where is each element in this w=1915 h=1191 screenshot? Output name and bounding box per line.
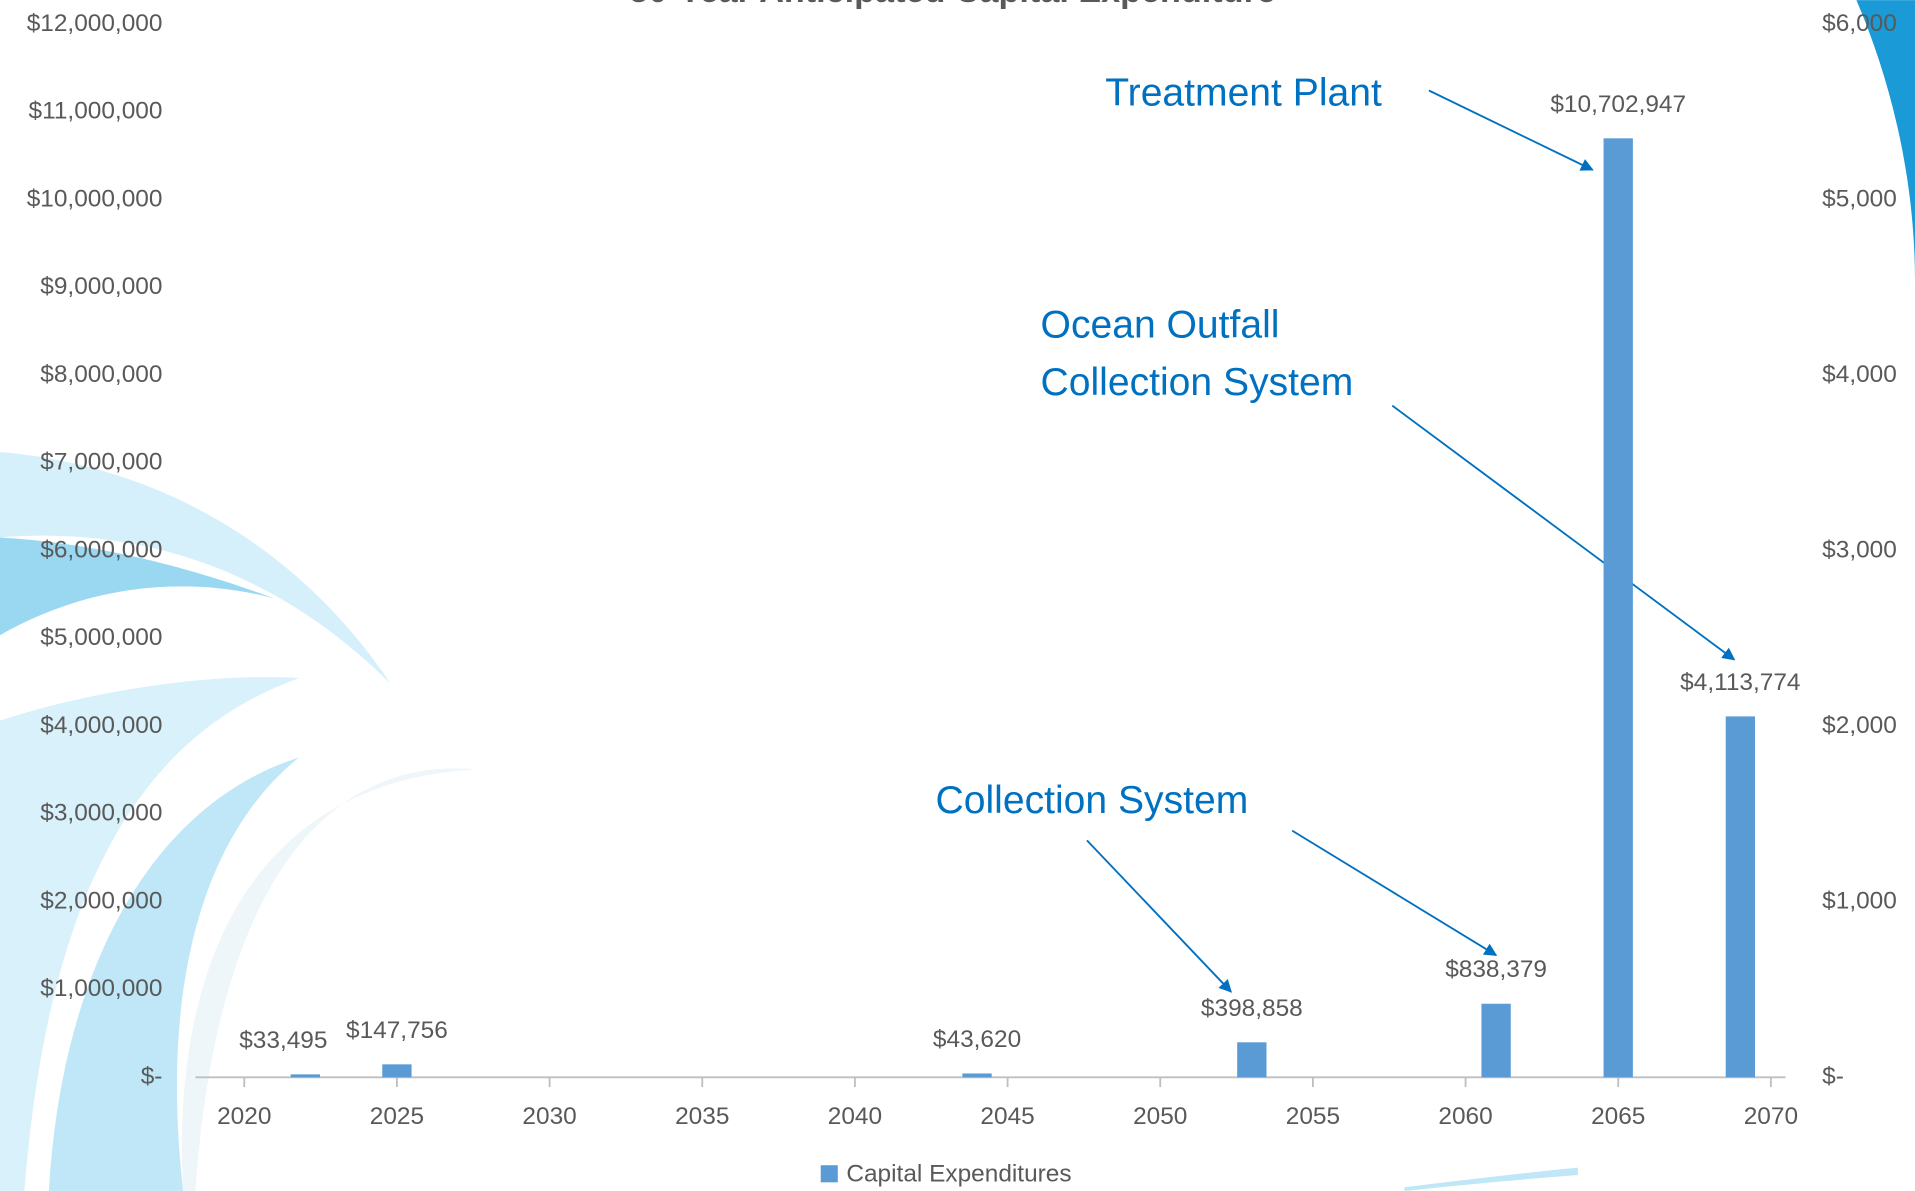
bar xyxy=(1237,1042,1267,1078)
y2-tick-label: $- xyxy=(1822,1063,1844,1090)
arrows xyxy=(1086,89,1736,993)
x-tick-label: 2040 xyxy=(828,1103,882,1130)
y2-tick-label: $5,000 xyxy=(1822,185,1897,212)
data-label: $10,702,947 xyxy=(1550,91,1686,118)
annotation: Collection System xyxy=(1041,361,1354,404)
arrow xyxy=(1391,404,1736,661)
x-tick-label: 2050 xyxy=(1133,1103,1187,1130)
y-tick-label: $9,000,000 xyxy=(40,273,162,300)
arrow xyxy=(1291,829,1498,956)
bar xyxy=(962,1073,992,1078)
y-tick-label: $1,000,000 xyxy=(40,975,162,1002)
x-tick-label: 2020 xyxy=(217,1103,271,1130)
y-tick-label: $3,000,000 xyxy=(40,800,162,827)
data-label: $43,620 xyxy=(933,1026,1021,1053)
annotation: Treatment Plant xyxy=(1105,72,1382,115)
chart-title: 50-Year Anticipated Capital Expenditure xyxy=(629,0,1276,10)
y-tick-label: $2,000,000 xyxy=(40,887,162,914)
x-tick-label: 2030 xyxy=(522,1103,576,1130)
data-label: $838,379 xyxy=(1445,956,1547,983)
annotation: Ocean Outfall xyxy=(1041,304,1280,347)
data-label: $398,858 xyxy=(1201,995,1303,1022)
y2-tick-label: $1,000 xyxy=(1822,887,1897,914)
bar xyxy=(290,1074,320,1078)
x-tick-label: 2060 xyxy=(1438,1103,1492,1130)
y2-tick-label: $2,000 xyxy=(1822,712,1897,739)
x-tick-label: 2035 xyxy=(675,1103,729,1130)
bar xyxy=(1725,716,1756,1078)
y-tick-label: $4,000,000 xyxy=(40,712,162,739)
y2-tick-label: $6,000 xyxy=(1822,10,1897,37)
x-tick-label: 2055 xyxy=(1286,1103,1340,1130)
x-tick-label: 2070 xyxy=(1744,1103,1798,1130)
y-tick-label: $10,000,000 xyxy=(27,185,163,212)
x-tick-label: 2025 xyxy=(370,1103,424,1130)
y-tick-label: $11,000,000 xyxy=(29,98,163,125)
y2-tick-label: $4,000 xyxy=(1822,361,1897,388)
y-tick-label: $- xyxy=(141,1063,163,1090)
y-tick-label: $5,000,000 xyxy=(40,624,162,651)
y-tick-label: $7,000,000 xyxy=(40,449,162,476)
y-tick-label: $12,000,000 xyxy=(27,10,163,37)
data-label: $4,113,774 xyxy=(1680,669,1800,696)
data-label: $147,756 xyxy=(346,1017,448,1044)
x-tick-label: 2045 xyxy=(980,1103,1034,1130)
bar xyxy=(382,1064,412,1078)
legend-swatch xyxy=(820,1165,838,1183)
y-tick-label: $8,000,000 xyxy=(40,361,162,388)
legend-label: Capital Expenditures xyxy=(846,1160,1071,1187)
annotation: Collection System xyxy=(936,779,1249,822)
data-label: $33,495 xyxy=(239,1027,327,1054)
x-tick-label: 2065 xyxy=(1591,1103,1645,1130)
y-tick-label: $6,000,000 xyxy=(40,536,162,563)
y2-tick-label: $3,000 xyxy=(1822,536,1897,563)
bar xyxy=(1481,1003,1511,1078)
arrow xyxy=(1086,839,1232,993)
bar xyxy=(1603,138,1633,1078)
arrow xyxy=(1428,89,1594,171)
